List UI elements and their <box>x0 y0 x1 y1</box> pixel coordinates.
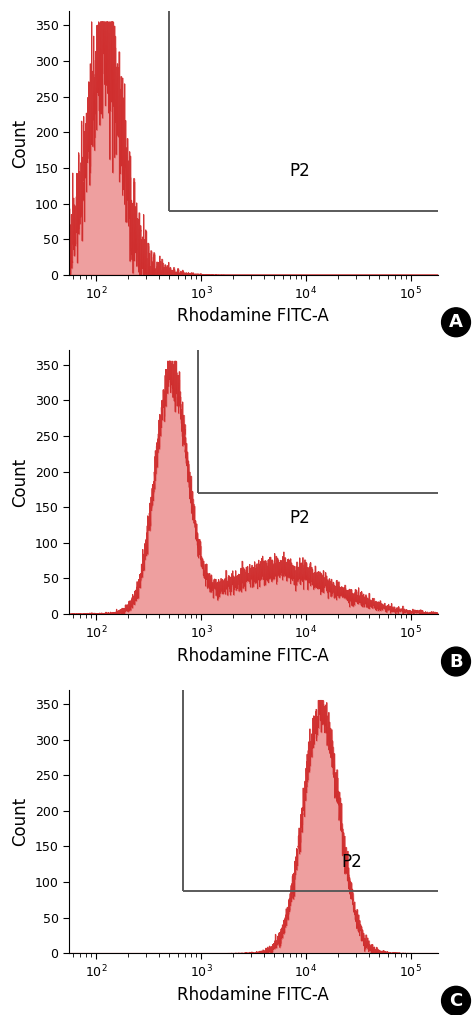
Text: B: B <box>449 653 463 671</box>
Text: P2: P2 <box>290 509 310 527</box>
Y-axis label: Count: Count <box>11 797 29 847</box>
Y-axis label: Count: Count <box>11 119 29 167</box>
Text: P2: P2 <box>290 162 310 181</box>
X-axis label: Rhodamine FITC-A: Rhodamine FITC-A <box>177 647 329 665</box>
X-axis label: Rhodamine FITC-A: Rhodamine FITC-A <box>177 986 329 1004</box>
Text: A: A <box>449 314 463 331</box>
X-axis label: Rhodamine FITC-A: Rhodamine FITC-A <box>177 308 329 326</box>
Text: P2: P2 <box>342 853 363 871</box>
Y-axis label: Count: Count <box>11 458 29 506</box>
Text: C: C <box>449 992 463 1010</box>
